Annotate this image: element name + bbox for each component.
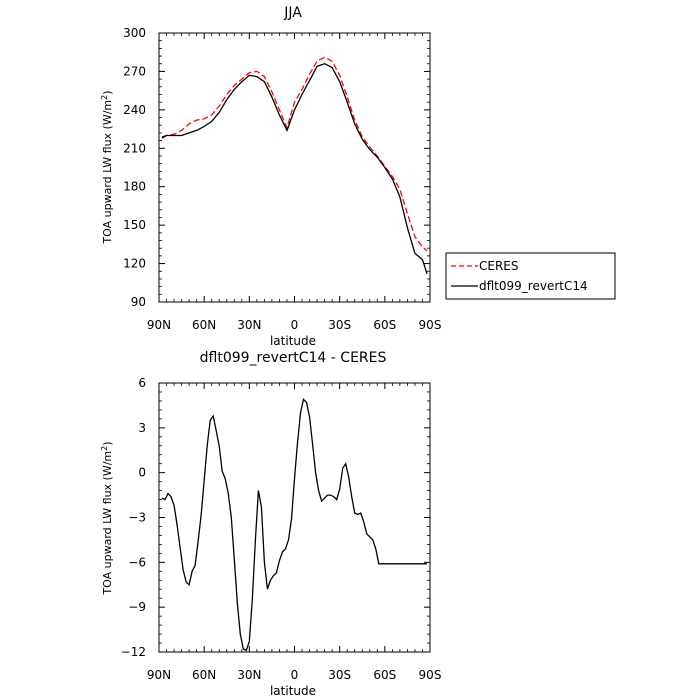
bottom-y-tick-label: 6 — [138, 376, 146, 390]
bottom-x-axis-label: latitude — [270, 684, 316, 698]
bottom-series-line-difference — [161, 398, 427, 652]
top-y-tick-label: 150 — [123, 218, 146, 232]
bottom-y-tick-label: −6 — [128, 555, 146, 569]
bottom-chart-title: dflt099_revertC14 - CERES — [200, 350, 387, 366]
legend: CERES dflt099_revertC14 — [445, 252, 616, 300]
top-chart-series — [161, 56, 428, 274]
bottom-y-axis-label: TOA upward LW flux (W/m2) — [100, 441, 114, 595]
top-series-line-ceres — [161, 56, 428, 252]
top-y-axis-label: TOA upward LW flux (W/m2) — [100, 90, 114, 244]
top-y-tick-label: 240 — [123, 103, 146, 117]
bottom-y-tick-label: 0 — [138, 466, 146, 480]
top-y-tick-label: 210 — [123, 141, 146, 155]
top-chart-axes: 90N 60N 30N 0 30S 60S 90S 90 120 150 180 210 240 270 3… — [123, 26, 441, 332]
bottom-x-tick-label: 90S — [419, 668, 442, 682]
top-x-tick-label: 60S — [373, 318, 396, 332]
top-y-tick-label: 270 — [123, 64, 146, 78]
top-x-tick-label: 90S — [419, 318, 442, 332]
bottom-y-tick-label: −12 — [121, 645, 146, 659]
bottom-y-tick-label: −9 — [128, 600, 146, 614]
bottom-chart-axes: 90N 60N 30N 0 30S 60S 90S −12 −9 −6 −3 0 3 6 — [121, 376, 442, 682]
bottom-x-tick-label: 60N — [192, 668, 216, 682]
top-y-tick-label: 90 — [131, 295, 146, 309]
top-x-axis-label: latitude — [270, 334, 316, 348]
bottom-y-tick-label: −3 — [128, 511, 146, 525]
bottom-y-tick-label: 3 — [138, 421, 146, 435]
legend-box — [445, 252, 616, 300]
top-y-tick-label: 180 — [123, 180, 146, 194]
legend-model-label: dflt099_revertC14 — [479, 279, 588, 293]
top-x-tick-label: 30N — [237, 318, 261, 332]
top-y-tick-label: 300 — [123, 26, 146, 40]
bottom-x-tick-label: 60S — [373, 668, 396, 682]
top-x-tick-label: 90N — [147, 318, 171, 332]
bottom-x-tick-label: 90N — [147, 668, 171, 682]
bottom-plot-frame — [158, 382, 431, 653]
bottom-chart-series — [161, 398, 427, 652]
top-y-tick-label: 120 — [123, 257, 146, 271]
top-x-tick-label: 30S — [328, 318, 351, 332]
legend-ceres-label: CERES — [479, 259, 519, 273]
top-chart-title: JJA — [283, 5, 302, 21]
top-x-tick-label: 60N — [192, 318, 216, 332]
bottom-x-tick-label: 30N — [237, 668, 261, 682]
bottom-x-tick-label: 30S — [328, 668, 351, 682]
bottom-x-tick-label: 0 — [291, 668, 299, 682]
top-plot-frame — [158, 32, 431, 303]
top-series-line-dflt099-revertc14 — [161, 62, 428, 274]
top-x-tick-label: 0 — [291, 318, 299, 332]
